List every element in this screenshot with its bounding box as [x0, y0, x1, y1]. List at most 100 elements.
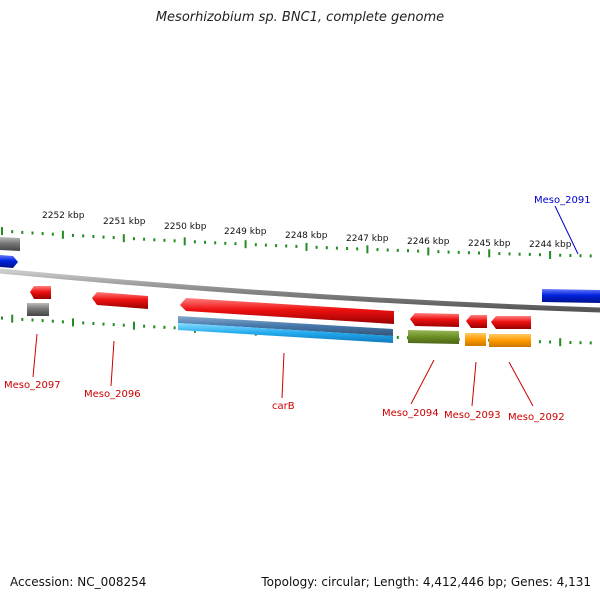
scale-labels: 2252 kbp 2251 kbp 2250 kbp 2249 kbp 2248…: [42, 211, 572, 250]
minor-tick: [92, 322, 95, 325]
minor-tick: [11, 230, 14, 234]
upper-tick-track: [1, 227, 592, 259]
scale-label-2247: 2247 kbp: [346, 234, 389, 244]
label-meso-2096[interactable]: Meso_2096: [84, 389, 141, 400]
leader-line-meso-2091: [554, 205, 579, 255]
major-tick: [427, 247, 430, 256]
minor-tick: [518, 252, 521, 256]
minor-tick: [153, 238, 156, 242]
label-meso-2094[interactable]: Meso_2094: [382, 408, 439, 419]
minor-tick: [386, 248, 389, 252]
scale-label-2249: 2249 kbp: [224, 227, 267, 237]
minor-tick: [508, 252, 511, 256]
minor-tick: [417, 249, 420, 253]
minor-tick: [41, 232, 44, 236]
minor-tick: [214, 241, 217, 245]
minor-tick: [538, 340, 541, 344]
scale-label-2250: 2250 kbp: [164, 222, 207, 232]
minor-tick: [92, 235, 95, 238]
gene-meso-2097[interactable]: [30, 286, 51, 299]
label-meso-2092[interactable]: Meso_2092: [508, 412, 565, 423]
minor-tick: [163, 238, 166, 242]
gene-left-gray-top[interactable]: [0, 237, 20, 251]
gene-meso-2094-olive[interactable]: [408, 330, 459, 344]
scale-label-2251: 2251 kbp: [103, 217, 146, 227]
minor-tick: [102, 235, 105, 239]
major-tick: [122, 234, 125, 243]
major-tick: [559, 338, 562, 347]
minor-tick: [173, 326, 176, 330]
minor-tick: [72, 233, 74, 237]
minor-tick: [528, 252, 531, 256]
minor-tick: [51, 232, 54, 236]
minor-tick: [325, 246, 328, 250]
minor-tick: [396, 335, 399, 339]
minor-tick: [315, 245, 318, 249]
gene-left-blue[interactable]: [0, 255, 18, 268]
major-tick: [366, 245, 369, 254]
label-meso-2091[interactable]: Meso_2091: [534, 195, 591, 206]
minor-tick: [143, 324, 146, 328]
minor-tick: [498, 252, 501, 256]
scale-label-2248: 2248 kbp: [285, 231, 328, 241]
minor-tick: [143, 237, 146, 241]
minor-tick: [295, 244, 298, 248]
minor-tick: [589, 341, 592, 345]
minor-tick: [335, 246, 338, 250]
gene-meso-2092-orange[interactable]: [489, 334, 531, 347]
gene-meso-2094[interactable]: [410, 313, 459, 327]
minor-tick: [51, 319, 54, 323]
minor-tick: [112, 236, 115, 240]
minor-tick: [31, 231, 34, 235]
label-meso-2093[interactable]: Meso_2093: [444, 410, 501, 421]
major-tick: [1, 227, 3, 236]
major-tick: [183, 237, 186, 246]
minor-tick: [204, 240, 206, 244]
minor-tick: [234, 242, 237, 246]
minor-tick: [275, 244, 278, 248]
minor-tick: [21, 317, 24, 321]
minor-tick: [1, 316, 3, 320]
minor-tick: [173, 239, 176, 243]
minor-tick: [478, 251, 480, 255]
gene-carb[interactable]: [180, 298, 394, 324]
genome-backbone: [0, 268, 600, 313]
gene-meso-2091[interactable]: [542, 289, 600, 303]
minor-tick: [447, 250, 450, 254]
minor-tick: [285, 244, 288, 248]
minor-tick: [376, 248, 379, 252]
minor-tick: [254, 243, 257, 247]
label-carb[interactable]: carB: [272, 401, 295, 412]
minor-tick: [153, 325, 156, 329]
scale-label-2246: 2246 kbp: [407, 237, 450, 247]
leader-lines: [32, 333, 534, 407]
major-tick: [549, 251, 552, 259]
scale-label-2245: 2245 kbp: [468, 239, 511, 249]
minor-tick: [569, 254, 572, 257]
minor-tick: [82, 234, 85, 238]
minor-tick: [549, 340, 552, 344]
minor-tick: [133, 237, 135, 241]
minor-tick: [579, 341, 582, 345]
gene-carb-steel[interactable]: [178, 316, 393, 336]
major-tick: [61, 230, 64, 239]
minor-tick: [224, 241, 227, 245]
major-tick: [305, 242, 308, 251]
minor-tick: [467, 251, 470, 255]
scale-label-2244: 2244 kbp: [529, 240, 572, 250]
gene-meso-2092[interactable]: [491, 316, 531, 329]
minor-tick: [31, 318, 34, 322]
major-tick: [488, 249, 491, 258]
gene-meso-2093-orange[interactable]: [465, 333, 486, 346]
label-meso-2097[interactable]: Meso_2097: [4, 380, 61, 391]
gene-carb-cyan[interactable]: [178, 323, 393, 343]
gene-meso-2093[interactable]: [466, 315, 487, 328]
scale-label-2252: 2252 kbp: [42, 211, 85, 221]
minor-tick: [407, 249, 409, 253]
gene-meso-2096[interactable]: [92, 292, 148, 309]
minor-tick: [163, 325, 166, 329]
minor-tick: [346, 247, 349, 250]
minor-tick: [21, 230, 24, 234]
gene-meso-2097-gray[interactable]: [27, 303, 49, 316]
